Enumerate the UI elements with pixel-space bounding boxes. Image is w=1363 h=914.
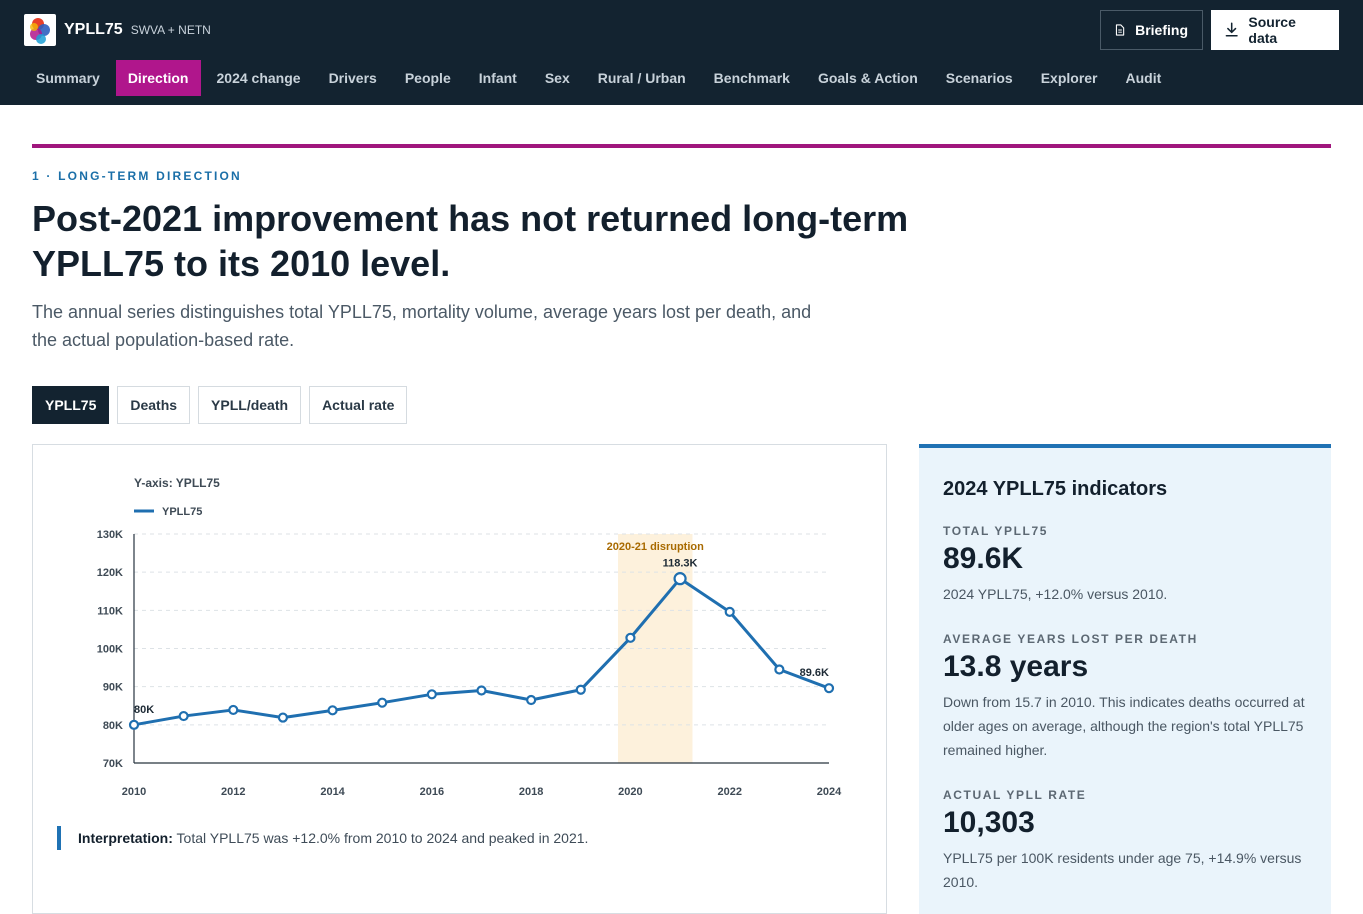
indicator-value: 89.6K xyxy=(943,542,1024,575)
data-point xyxy=(327,705,338,716)
data-point xyxy=(476,685,487,696)
axis-title: Y-axis: YPLL75 xyxy=(134,476,220,490)
briefing-button[interactable]: Briefing xyxy=(1100,10,1203,50)
indicators-panel: 2024 YPLL75 indicators TOTAL YPLL75 89.6… xyxy=(919,444,1331,914)
nav-benchmark[interactable]: Benchmark xyxy=(713,70,790,86)
x-tick-label: 2024 xyxy=(817,786,842,798)
indicator-actual-rate: ACTUAL YPLL RATE 10,303 YPLL75 per 100K … xyxy=(943,788,1309,894)
y-tick-label: 70K xyxy=(103,758,123,770)
nav-goals-action[interactable]: Goals & Action xyxy=(817,70,918,86)
indicator-label: TOTAL YPLL75 xyxy=(943,524,1048,538)
data-label: 118.3K xyxy=(663,558,698,570)
x-tick-label: 2014 xyxy=(320,786,345,798)
top-bar: YPLL75 SWVA + NETN Briefing Source data … xyxy=(0,0,1363,105)
data-point xyxy=(526,694,537,706)
nav-infant[interactable]: Infant xyxy=(478,70,517,86)
main-nav: Summary Direction 2024 change Drivers Pe… xyxy=(24,60,1177,96)
nav-2024-change[interactable]: 2024 change xyxy=(216,70,301,86)
data-point xyxy=(823,683,835,694)
data-point xyxy=(673,572,687,586)
page-title: Post-2021 improvement has not returned l… xyxy=(32,198,909,284)
indicators-title: 2024 YPLL75 indicators xyxy=(943,478,1168,500)
nav-audit[interactable]: Audit xyxy=(1125,70,1162,86)
data-point xyxy=(575,684,586,695)
ypll75-line-chart: 2020-21 disruption 70K 80K 90K 100K 110K 120K 1… xyxy=(97,476,842,798)
data-point xyxy=(228,704,239,716)
data-point xyxy=(426,689,437,700)
interpretation-label: Interpretation: xyxy=(78,830,173,846)
y-tick-label: 110K xyxy=(97,605,123,617)
x-tick-label: 2020 xyxy=(618,786,642,798)
series-line-ypll75 xyxy=(133,577,830,727)
data-label: 89.6K xyxy=(800,667,829,679)
indicator-total-ypll75: TOTAL YPLL75 89.6K 2024 YPLL75, +12.0% v… xyxy=(943,524,1309,606)
x-tick-label: 2018 xyxy=(519,786,543,798)
nav-direction[interactable]: Direction xyxy=(115,60,201,96)
indicator-note: YPLL75 per 100K residents under age 75, … xyxy=(943,850,1302,890)
data-label: 80K xyxy=(134,704,154,716)
x-tick-label: 2012 xyxy=(221,786,245,798)
x-tick-label: 2022 xyxy=(717,786,741,798)
download-icon xyxy=(1225,22,1238,37)
y-tick-label: 80K xyxy=(103,720,123,732)
tab-actual-rate[interactable]: Actual rate xyxy=(309,386,408,424)
y-tick-label: 120K xyxy=(97,567,123,579)
data-point xyxy=(774,664,785,675)
x-tick-label: 2010 xyxy=(122,786,146,798)
metric-tabs: YPLL75 Deaths YPLL/death Actual rate xyxy=(32,386,415,424)
briefing-label: Briefing xyxy=(1135,22,1188,38)
nav-summary[interactable]: Summary xyxy=(36,70,100,86)
source-data-button[interactable]: Source data xyxy=(1211,10,1339,50)
indicator-note: Down from 15.7 in 2010. This indicates d… xyxy=(943,694,1305,758)
data-point xyxy=(178,710,189,722)
legend-label: YPLL75 xyxy=(162,506,202,518)
tab-ypll75[interactable]: YPLL75 xyxy=(32,386,110,424)
app-name: YPLL75 xyxy=(64,21,123,38)
y-tick-label: 130K xyxy=(97,529,123,541)
interpretation-note: Interpretation: Total YPLL75 was +12.0% … xyxy=(57,826,588,850)
nav-sex[interactable]: Sex xyxy=(544,70,570,86)
section-divider xyxy=(32,144,1331,148)
indicator-avg-years-lost: AVERAGE YEARS LOST PER DEATH 13.8 years … xyxy=(943,632,1309,762)
indicator-label: AVERAGE YEARS LOST PER DEATH xyxy=(943,632,1198,646)
brand[interactable]: YPLL75 SWVA + NETN xyxy=(24,14,211,46)
y-tick-label: 100K xyxy=(97,644,123,656)
data-point xyxy=(625,632,636,643)
indicator-label: ACTUAL YPLL RATE xyxy=(943,788,1087,802)
app-subtitle: SWVA + NETN xyxy=(130,23,211,37)
chart-card: 2020-21 disruption 70K 80K 90K 100K 110K 120K 1… xyxy=(32,444,887,914)
indicator-value: 13.8 years xyxy=(943,650,1089,683)
nav-explorer[interactable]: Explorer xyxy=(1040,70,1098,86)
interpretation-text: Total YPLL75 was +12.0% from 2010 to 202… xyxy=(176,830,589,846)
source-data-label: Source data xyxy=(1248,14,1296,46)
indicator-value: 10,303 xyxy=(943,806,1035,839)
nav-rural-urban[interactable]: Rural / Urban xyxy=(597,70,686,86)
section-eyebrow: 1 · LONG-TERM DIRECTION xyxy=(32,169,242,183)
y-tick-label: 90K xyxy=(103,682,123,694)
nav-scenarios[interactable]: Scenarios xyxy=(945,70,1013,86)
document-icon xyxy=(1115,24,1125,36)
nav-people[interactable]: People xyxy=(404,70,451,86)
indicator-note: 2024 YPLL75, +12.0% versus 2010. xyxy=(943,586,1168,602)
data-point xyxy=(724,606,735,617)
data-point xyxy=(377,697,388,708)
app-logo xyxy=(24,14,56,46)
nav-drivers[interactable]: Drivers xyxy=(328,70,377,86)
page-description: The annual series distinguishes total YP… xyxy=(32,302,812,350)
tab-deaths[interactable]: Deaths xyxy=(117,386,191,424)
data-point xyxy=(277,712,289,723)
disruption-label: 2020-21 disruption xyxy=(607,541,704,553)
data-point xyxy=(128,719,140,730)
tab-ypll-per-death[interactable]: YPLL/death xyxy=(198,386,302,424)
x-tick-label: 2016 xyxy=(420,786,444,798)
